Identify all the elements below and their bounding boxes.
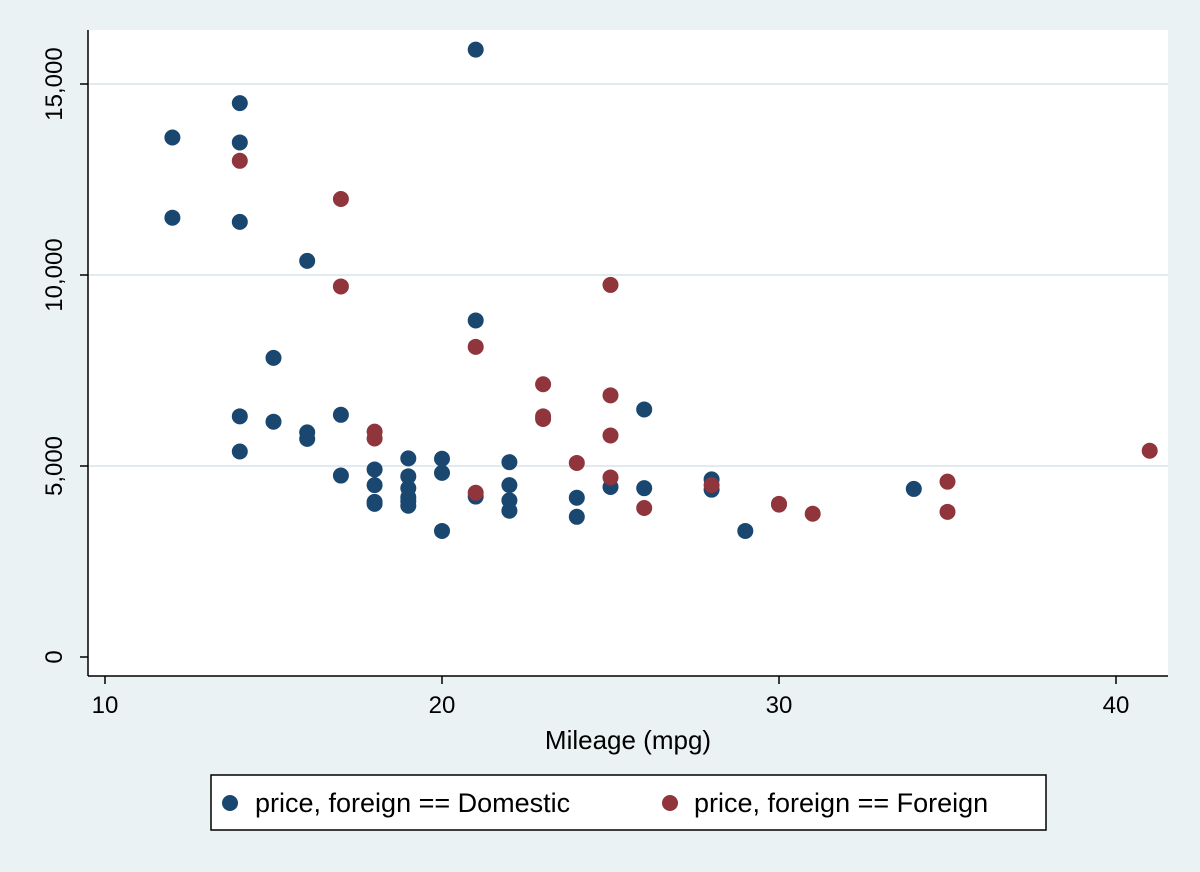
- data-point-domestic: [568, 508, 585, 525]
- data-point-domestic: [265, 349, 282, 366]
- data-point-domestic: [231, 213, 248, 230]
- data-point-domestic: [164, 209, 181, 226]
- plot-region: [88, 30, 1168, 676]
- data-point-domestic: [434, 450, 450, 467]
- data-point-domestic: [366, 495, 383, 512]
- x-tick-label: 40: [1103, 692, 1130, 719]
- legend-marker-domestic: [222, 795, 238, 811]
- data-point-domestic: [400, 450, 417, 467]
- data-point-domestic: [434, 522, 450, 539]
- data-point-foreign: [939, 503, 956, 520]
- data-point-foreign: [602, 469, 619, 486]
- data-point-foreign: [939, 473, 956, 490]
- data-point-domestic: [737, 522, 754, 539]
- data-point-foreign: [1141, 442, 1158, 459]
- data-point-domestic: [636, 401, 653, 418]
- data-point-foreign: [602, 387, 619, 404]
- data-point-foreign: [467, 484, 484, 501]
- y-tick-label: 10,000: [41, 238, 68, 311]
- x-axis-title: Mileage (mpg): [545, 725, 711, 755]
- data-point-foreign: [366, 430, 383, 447]
- data-point-domestic: [231, 443, 248, 460]
- data-point-foreign: [703, 477, 720, 494]
- data-points: [164, 41, 1158, 539]
- data-point-domestic: [568, 489, 585, 506]
- data-point-domestic: [400, 468, 417, 485]
- legend: price, foreign == Domestic price, foreig…: [210, 774, 1047, 831]
- data-point-domestic: [366, 477, 383, 494]
- data-point-foreign: [636, 500, 653, 517]
- data-point-domestic: [299, 252, 316, 269]
- legend-label-domestic: price, foreign == Domestic: [255, 788, 570, 818]
- y-tick-label: 0: [41, 650, 68, 663]
- data-point-foreign: [231, 152, 248, 169]
- legend-box: [210, 774, 1047, 831]
- data-point-foreign: [804, 505, 821, 522]
- data-point-domestic: [231, 95, 248, 112]
- y-tick-label: 5,000: [41, 436, 68, 496]
- data-point-foreign: [602, 276, 619, 293]
- data-point-foreign: [332, 278, 349, 295]
- x-tick-label: 10: [92, 692, 119, 719]
- data-point-domestic: [231, 134, 248, 151]
- data-point-domestic: [400, 497, 417, 514]
- x-tick-label: 20: [429, 692, 456, 719]
- data-point-domestic: [501, 477, 518, 494]
- data-point-foreign: [568, 454, 585, 471]
- legend-label-foreign: price, foreign == Foreign: [694, 788, 988, 818]
- data-point-domestic: [332, 467, 349, 484]
- data-point-foreign: [535, 376, 552, 393]
- data-point-domestic: [231, 408, 248, 425]
- data-point-domestic: [299, 430, 316, 447]
- x-tick-label: 30: [766, 692, 793, 719]
- gridlines: [88, 83, 1168, 467]
- y-tick-label: 15,000: [41, 47, 68, 120]
- data-point-domestic: [366, 461, 383, 478]
- data-point-domestic: [467, 41, 484, 58]
- data-point-domestic: [501, 502, 518, 519]
- data-point-foreign: [535, 411, 552, 428]
- data-point-foreign: [467, 338, 484, 355]
- data-point-domestic: [164, 129, 181, 146]
- data-point-domestic: [905, 480, 922, 497]
- data-point-domestic: [501, 454, 518, 471]
- data-point-domestic: [265, 413, 282, 430]
- data-point-domestic: [467, 312, 484, 329]
- data-point-domestic: [636, 480, 653, 497]
- axes: [87, 30, 1168, 677]
- data-point-domestic: [332, 406, 349, 423]
- data-point-foreign: [602, 427, 619, 444]
- data-point-domestic: [434, 464, 450, 481]
- data-point-foreign: [332, 190, 349, 207]
- data-point-foreign: [771, 496, 787, 513]
- legend-marker-foreign: [662, 795, 678, 811]
- axis-ticks: 0 5,000 10,000 15,000 10 20 30 40: [41, 47, 1129, 719]
